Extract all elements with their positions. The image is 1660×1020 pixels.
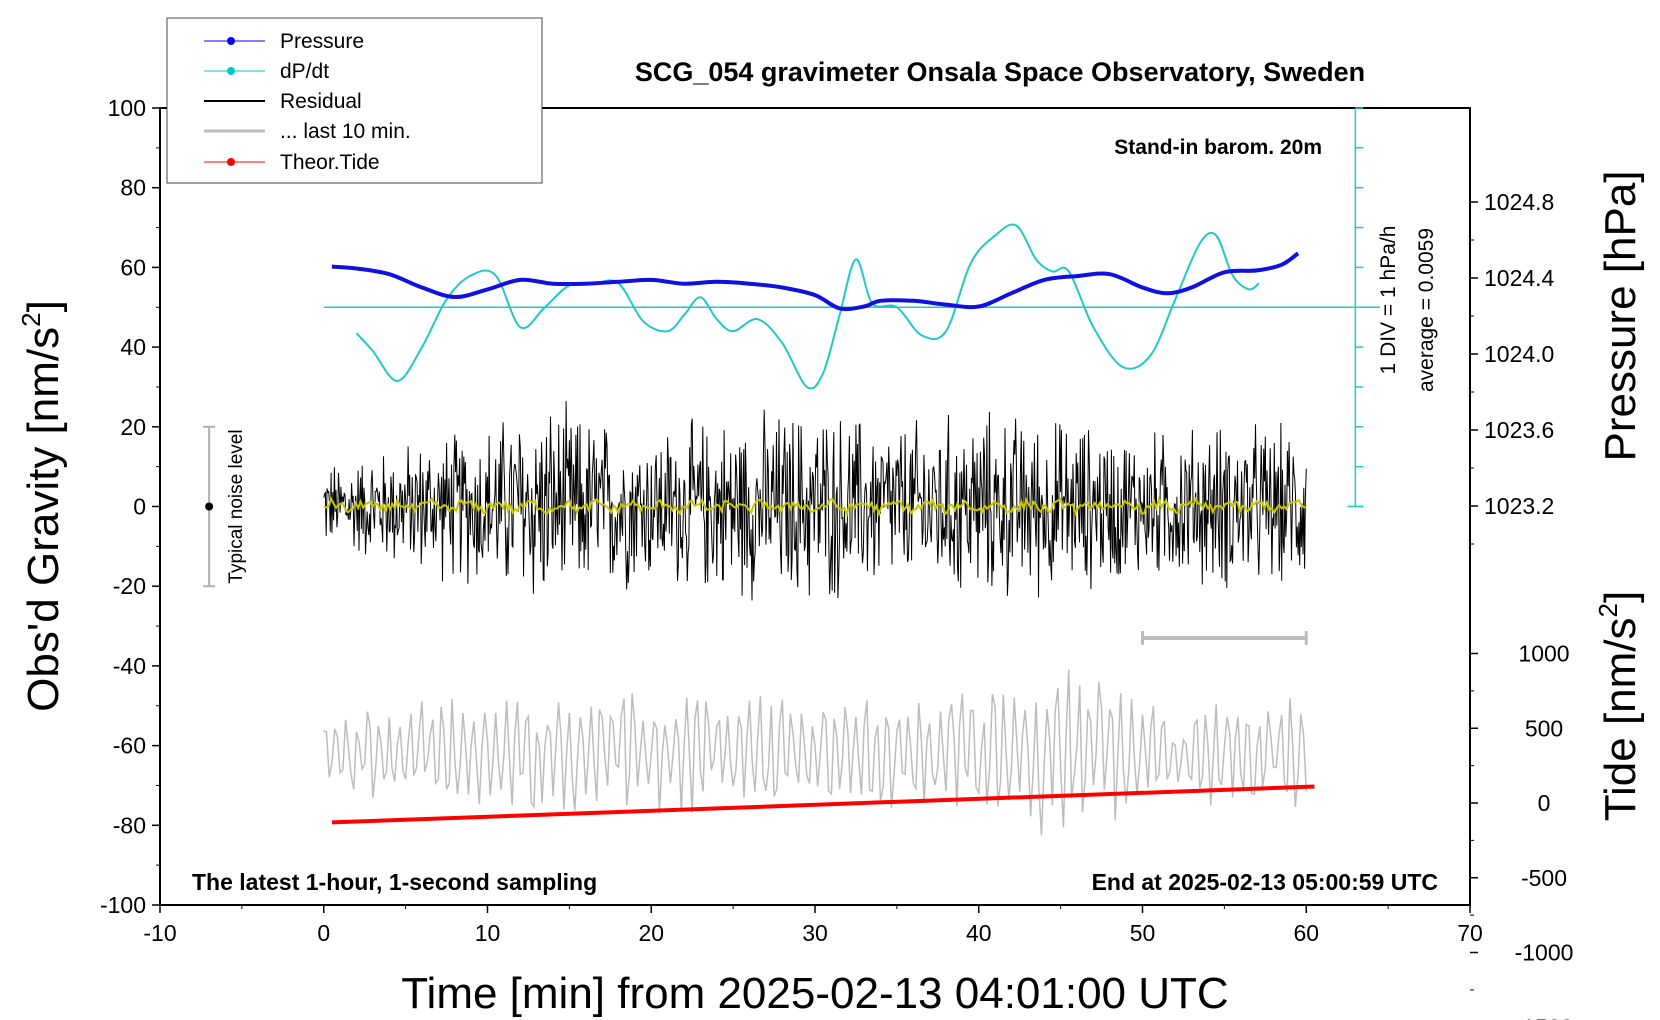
legend-marker-tide [227,158,235,166]
y-tick-label: 100 [108,95,146,121]
y-label-left-end: ] [19,300,68,312]
x-tick-label: 70 [1457,920,1483,946]
legend-item-residual: Residual [204,90,362,113]
legend-marker-pressure [227,37,235,45]
last-10-min-line [323,669,1308,836]
tide-tick-label: -500 [1521,865,1567,891]
y-label-left-main: Obs'd Gravity [nm/s [19,327,68,712]
y-tick-label: -100 [100,892,146,918]
y-axis-label-left: Obs'd Gravity [nm/s2] [16,300,68,712]
end-note: End at 2025-02-13 05:00:59 UTC [1092,869,1438,895]
pressure-tick-label: 1023.6 [1484,417,1554,443]
y-axis-label-pressure: Pressure [hPa] [1596,170,1645,461]
tide-tick-label: 500 [1525,715,1563,741]
y-tick-label: -40 [113,653,146,679]
pressure-tick-label: 1024.4 [1484,265,1555,291]
x-tick-label: 20 [638,920,664,946]
legend-item-last10: ... last 10 min. [204,120,411,143]
legend-label-last10: ... last 10 min. [280,120,411,143]
residual-line [323,401,1307,601]
pressure-line [331,251,1300,312]
y-tick-label: 80 [120,175,146,201]
legend-item-tide: Theor.Tide [204,151,380,174]
noise-label: Typical noise level [226,429,247,583]
tide-tick-label: 0 [1538,790,1551,816]
tide-tick-label: 1000 [1518,641,1569,667]
legend-label-pressure: Pressure [280,30,364,53]
latest-note: The latest 1-hour, 1-second sampling [192,869,597,895]
y-tick-label: 40 [120,334,146,360]
x-tick-label: 10 [475,920,501,946]
div-note: 1 DIV = 1 hPa/h [1377,226,1400,375]
y-axis-label-tide: Tide [nm/s2] [1593,591,1645,821]
y-label-tide-main: Tide [nm/s [1596,617,1645,821]
x-tick-label: 30 [802,920,828,946]
x-tick-label: 40 [966,920,992,946]
dpdt-line [355,223,1260,390]
y-label-tide-sup: 2 [1593,603,1623,617]
ticks-layer: -10 0 10 20 30 40 50 60 70100806040200-20-40-60-… [100,95,1573,1020]
y-tick-label: 0 [133,494,146,520]
pressure-tick-label: 1023.2 [1484,493,1554,519]
tide-tick-label: -1000 [1515,940,1574,966]
y-tick-label: -80 [113,812,146,838]
x-tick-label: 50 [1130,920,1156,946]
legend-label-residual: Residual [280,90,362,113]
tide-tick-label: -1500 [1515,1014,1574,1020]
legend: Pressure dP/dt Residual ... last 10 min.… [166,17,543,184]
y-tick-label: -20 [113,573,146,599]
average-note: average = 0.0059 [1415,228,1438,392]
x-tick-label: 60 [1293,920,1319,946]
chart-title: SCG_054 gravimeter Onsala Space Observat… [635,57,1365,87]
pressure-tick-label: 1024.0 [1484,341,1554,367]
theor-tide-line [331,784,1315,825]
legend-marker-dpdt [227,67,235,75]
legend-item-dpdt: dP/dt [204,60,329,83]
y-tick-label: -60 [113,733,146,759]
x-tick-label: 0 [317,920,330,946]
x-tick-label: -10 [143,920,176,946]
barometer-note: Stand-in barom. 20m [1114,136,1322,159]
legend-label-dpdt: dP/dt [280,60,329,83]
y-label-left-sup: 2 [16,312,46,326]
x-axis-label: Time [min] from 2025-02-13 04:01:00 UTC [401,969,1228,1018]
noise-bar-center [205,502,214,511]
y-label-tide-end: ] [1596,591,1645,603]
pressure-tick-label: 1024.8 [1484,189,1554,215]
legend-item-pressure: Pressure [204,30,364,53]
legend-label-tide: Theor.Tide [280,151,380,174]
series-layer: Typical noise level [203,107,1380,836]
residual-smoothed-line [323,495,1307,518]
y-tick-label: 20 [120,414,146,440]
y-tick-label: 60 [120,254,146,280]
